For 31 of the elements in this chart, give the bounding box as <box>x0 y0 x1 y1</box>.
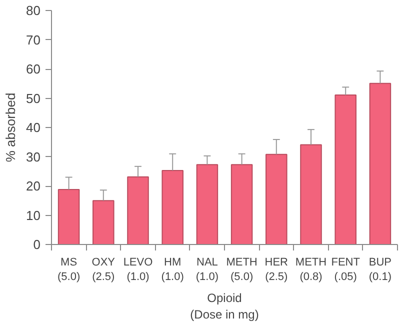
bar <box>266 154 288 244</box>
bar <box>369 82 392 244</box>
y-axis-title: % absorbed <box>3 92 18 162</box>
y-tick-label: 0 <box>33 237 41 252</box>
x-tick-label: LEVO (1.0) <box>123 256 154 283</box>
y-tick-label: 50 <box>26 90 41 106</box>
y-tick-label: 70 <box>26 32 41 48</box>
bar <box>300 144 322 244</box>
x-tick-label: METH (5.0) <box>226 256 258 283</box>
x-tick-label: HM (1.0) <box>161 256 184 283</box>
y-tick-label: 10 <box>26 208 41 223</box>
y-tick-label: 80 <box>26 3 41 18</box>
bar <box>196 164 218 244</box>
x-tick-label: OXY (2.5) <box>92 256 116 283</box>
y-tick-label: 40 <box>26 120 41 135</box>
x-tick-label: FENT (.05) <box>331 256 360 283</box>
x-tick-label: HER (2.5) <box>264 256 288 283</box>
y-tick-label: 60 <box>26 62 41 76</box>
bar <box>92 200 114 244</box>
bar <box>127 176 149 244</box>
bar <box>334 94 356 244</box>
x-tick-label: METH (0.8) <box>295 256 327 283</box>
bar <box>162 170 184 244</box>
bar <box>230 164 253 244</box>
x-tick-label: MS (5.0) <box>57 256 80 283</box>
y-tick-label: 30 <box>26 149 41 164</box>
x-tick-label: BUP (0.1) <box>368 256 392 283</box>
y-tick-label: 20 <box>26 178 41 194</box>
x-tick-label: NAL (1.0) <box>196 256 219 283</box>
x-axis-title: Opioid (Dose in mg) <box>190 290 259 322</box>
bar <box>58 189 80 244</box>
